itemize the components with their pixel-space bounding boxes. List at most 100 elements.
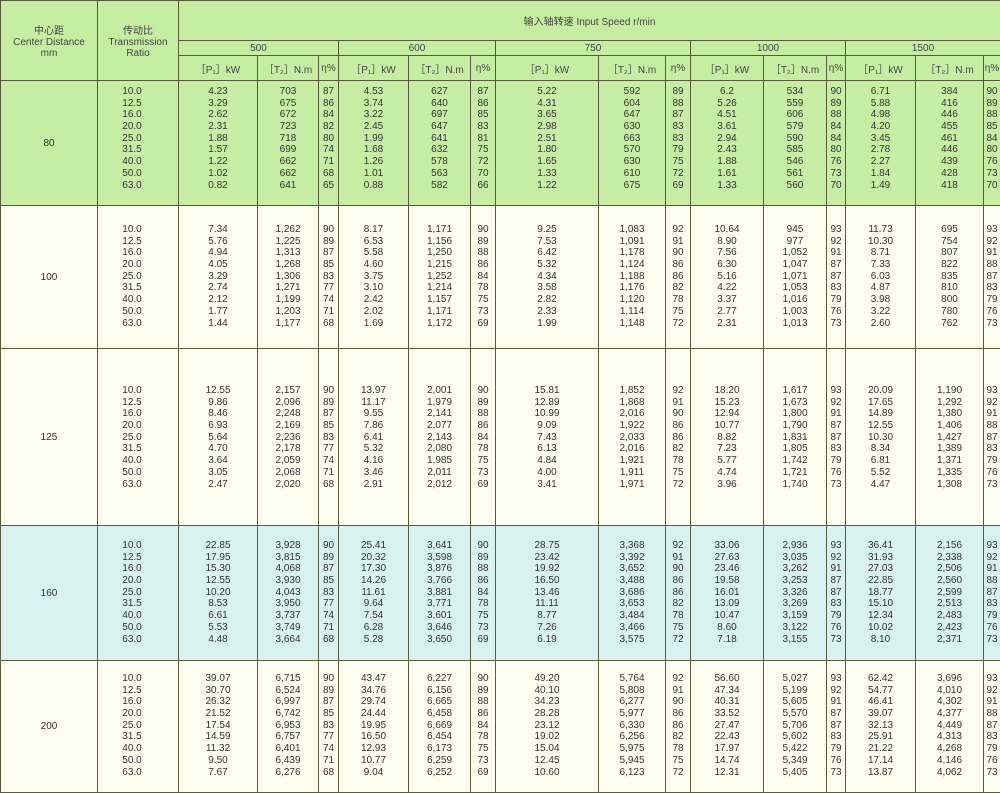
center-distance-cell: 200	[1, 661, 98, 793]
torque-value: 675	[599, 180, 665, 192]
unit-header-efficiency: η%	[319, 56, 339, 81]
power-value: 11.61	[339, 587, 408, 599]
torque-value: 418	[916, 180, 983, 192]
efficiency-value: 92	[666, 673, 690, 685]
ratio-value: 31.5	[98, 731, 166, 743]
power-value: 3.96	[691, 479, 763, 491]
efficiency-value: 75	[666, 467, 690, 479]
power-value: 32.13	[846, 720, 915, 732]
power-value: 8.77	[496, 610, 598, 622]
power-value: 19.58	[691, 575, 763, 587]
power-value: 8.60	[691, 622, 763, 634]
efficiency-value: 79	[827, 610, 845, 622]
power-value: 2.94	[691, 133, 763, 145]
torque-value: 630	[599, 156, 665, 168]
power-value: 5.22	[496, 86, 598, 98]
efficiency-value: 86	[666, 708, 690, 720]
torque-value: 1,922	[599, 420, 665, 432]
power-value: 1.80	[496, 144, 598, 156]
efficiency-value: 90	[471, 540, 495, 552]
power-value: 3.22	[846, 306, 915, 318]
power-value: 47.34	[691, 685, 763, 697]
efficiency-value: 88	[471, 563, 495, 575]
power-value: 14.26	[339, 575, 408, 587]
torque-value: 2,599	[916, 587, 983, 599]
efficiency-value: 90	[666, 247, 690, 259]
efficiency-value: 77	[319, 282, 338, 294]
power-value: 3.58	[496, 282, 598, 294]
power-value: 27.47	[691, 720, 763, 732]
efficiency-value: 72	[471, 156, 495, 168]
torque-value: 3,159	[764, 610, 826, 622]
efficiency-value: 87	[319, 696, 338, 708]
efficiency-value: 86	[666, 720, 690, 732]
efficiency-value: 91	[827, 408, 845, 420]
torque-value: 1,306	[258, 271, 318, 283]
efficiency-value: 92	[984, 397, 1000, 409]
torque-value: 822	[916, 259, 983, 271]
power-value: 3.22	[339, 109, 408, 121]
torque-value: 1,124	[599, 259, 665, 271]
torque-value: 455	[916, 121, 983, 133]
torque-value: 3,650	[409, 634, 470, 646]
efficiency-value: 78	[471, 731, 495, 743]
torque-value: 640	[409, 98, 470, 110]
ratio-value: 50.0	[98, 168, 166, 180]
power-value: 1.65	[496, 156, 598, 168]
torque-value: 2,178	[258, 443, 318, 455]
torque-value: 1,114	[599, 306, 665, 318]
torque-value: 835	[916, 271, 983, 283]
efficiency-value: 87	[666, 109, 690, 121]
unit-header-power: ［P₁］kW	[846, 56, 916, 81]
torque-value: 1,371	[916, 455, 983, 467]
ratio-value: 20.0	[98, 259, 166, 271]
power-value: 49.20	[496, 673, 598, 685]
efficiency-value: 86	[666, 587, 690, 599]
torque-value: 2,936	[764, 540, 826, 552]
power-value: 16.01	[691, 587, 763, 599]
power-value: 2.74	[179, 282, 257, 294]
efficiency-value: 83	[984, 731, 1000, 743]
power-value: 7.34	[179, 224, 257, 236]
efficiency-value: 69	[471, 634, 495, 646]
power-value: 20.09	[846, 385, 915, 397]
power-value: 10.20	[179, 587, 257, 599]
power-value: 2.42	[339, 294, 408, 306]
efficiency-value: 91	[827, 696, 845, 708]
power-value: 18.77	[846, 587, 915, 599]
header-text: Ratio	[98, 48, 178, 59]
torque-value: 627	[409, 86, 470, 98]
power-value: 4.23	[179, 86, 257, 98]
efficiency-value: 87	[827, 432, 845, 444]
power-value: 12.55	[846, 420, 915, 432]
power-value: 23.46	[691, 563, 763, 575]
power-value: 9.25	[496, 224, 598, 236]
ratio-value: 12.5	[98, 236, 166, 248]
efficiency-value: 68	[319, 318, 338, 330]
efficiency-value: 91	[666, 397, 690, 409]
torque-value: 6,715	[258, 673, 318, 685]
torque-value: 5,605	[764, 696, 826, 708]
torque-value: 6,997	[258, 696, 318, 708]
torque-value: 3,696	[916, 673, 983, 685]
torque-value: 1,380	[916, 408, 983, 420]
efficiency-value: 73	[827, 168, 845, 180]
power-value: 4.98	[846, 109, 915, 121]
torque-value: 570	[599, 144, 665, 156]
torque-value: 1,831	[764, 432, 826, 444]
efficiency-value: 74	[319, 610, 338, 622]
efficiency-value: 91	[666, 685, 690, 697]
power-value: 9.09	[496, 420, 598, 432]
efficiency-value: 93	[984, 673, 1000, 685]
power-value: 40.31	[691, 696, 763, 708]
